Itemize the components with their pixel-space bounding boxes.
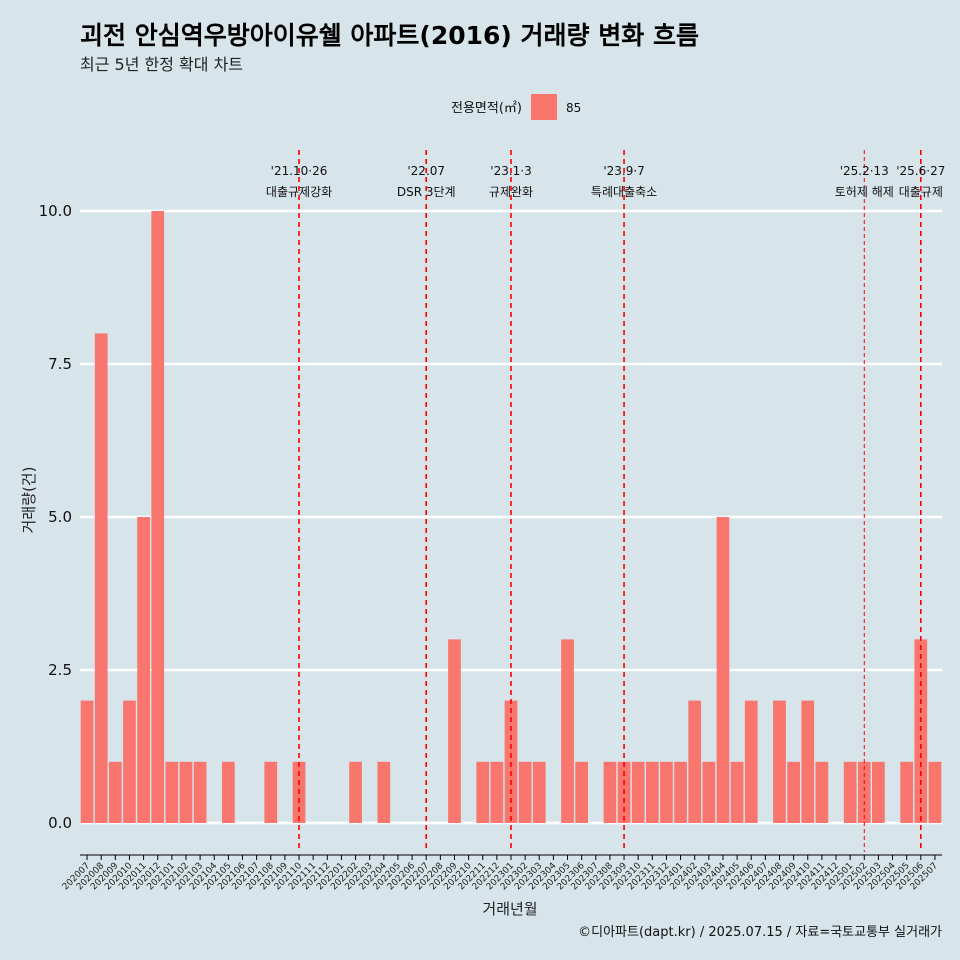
y-tick-label: 2.5 — [48, 661, 72, 679]
bar-202010 — [123, 700, 136, 823]
bar-202103 — [193, 761, 207, 823]
bar-202105 — [222, 761, 235, 823]
bar-202507 — [928, 761, 942, 823]
bars — [80, 211, 942, 823]
event-label: 대출규제강화 — [266, 185, 332, 199]
event-label: DSR 3단계 — [397, 185, 456, 199]
bar-202008 — [94, 333, 108, 823]
x-axis-label: 거래년월 — [482, 900, 537, 918]
legend-title: 전용면적(㎡) — [451, 101, 522, 116]
bar-202311 — [645, 761, 659, 823]
bar-202503 — [872, 761, 885, 823]
bar-202303 — [532, 761, 546, 823]
bar-202408 — [773, 700, 786, 823]
event-date: '23.1·3 — [490, 164, 531, 178]
bar-202108 — [264, 761, 278, 823]
bar-202310 — [631, 761, 645, 823]
event-label: 규제완화 — [489, 185, 533, 199]
bar-202302 — [518, 761, 532, 823]
bar-202305 — [561, 639, 574, 823]
bar-202102 — [179, 761, 193, 823]
legend-swatch — [531, 94, 557, 120]
bar-202410 — [801, 700, 815, 823]
bar-202401 — [674, 761, 687, 823]
bar-202506 — [914, 639, 928, 823]
bar-202502 — [857, 761, 871, 823]
bar-202402 — [688, 700, 702, 823]
y-tick-label: 7.5 — [48, 355, 72, 373]
y-axis: 0.0 2.5 5.0 7.5 10.0 — [39, 202, 72, 832]
y-tick-label: 5.0 — [48, 508, 72, 526]
event-date: '21.10·26 — [271, 164, 328, 178]
bar-202009 — [108, 761, 122, 823]
event-date: '25.6·27 — [896, 164, 945, 178]
bar-202406 — [744, 700, 758, 823]
bar-202209 — [448, 639, 461, 823]
bar-202012 — [151, 211, 165, 823]
event-label: 특례대출축소 — [591, 185, 657, 199]
chart-title: 괴전 안심역우방아이유쉘 아파트(2016) 거래량 변화 흐름 — [80, 21, 699, 50]
x-axis: 2020072020082020092020102020112020122021… — [61, 854, 942, 892]
bar-202501 — [843, 761, 857, 823]
bar-202301 — [504, 700, 518, 823]
event-label: 토허제 해제 — [835, 185, 894, 199]
legend-label: 85 — [566, 101, 581, 115]
chart-subtitle: 최근 5년 한정 확대 차트 — [80, 55, 243, 74]
bar-202505 — [900, 761, 914, 823]
bar-202404 — [716, 517, 730, 823]
event-date: '25.2·13 — [840, 164, 889, 178]
y-axis-label: 거래량(건) — [20, 467, 38, 534]
bar-202202 — [349, 761, 362, 823]
bar-202306 — [575, 761, 589, 823]
bar-202204 — [377, 761, 391, 823]
event-date: '23.9·7 — [603, 164, 644, 178]
bar-202411 — [815, 761, 829, 823]
caption: ©디아파트(dapt.kr) / 2025.07.15 / 자료=국토교통부 실… — [578, 925, 942, 940]
bar-202409 — [787, 761, 800, 823]
event-label: 대출규제 — [899, 185, 943, 199]
event-date: '22.07 — [407, 164, 445, 178]
bar-202308 — [603, 761, 617, 823]
bar-202405 — [730, 761, 744, 823]
bar-202312 — [660, 761, 673, 823]
bar-202101 — [165, 761, 179, 823]
bar-202011 — [137, 517, 150, 823]
y-tick-label: 10.0 — [39, 202, 72, 220]
bar-202403 — [702, 761, 716, 823]
bar-202211 — [476, 761, 490, 823]
event-markers: '21.10·26 대출규제강화 '22.07 DSR 3단계 '23.1·3 규제완화 '… — [266, 150, 945, 852]
bar-202212 — [490, 761, 504, 823]
y-tick-label: 0.0 — [48, 814, 72, 832]
bar-202007 — [80, 700, 94, 823]
